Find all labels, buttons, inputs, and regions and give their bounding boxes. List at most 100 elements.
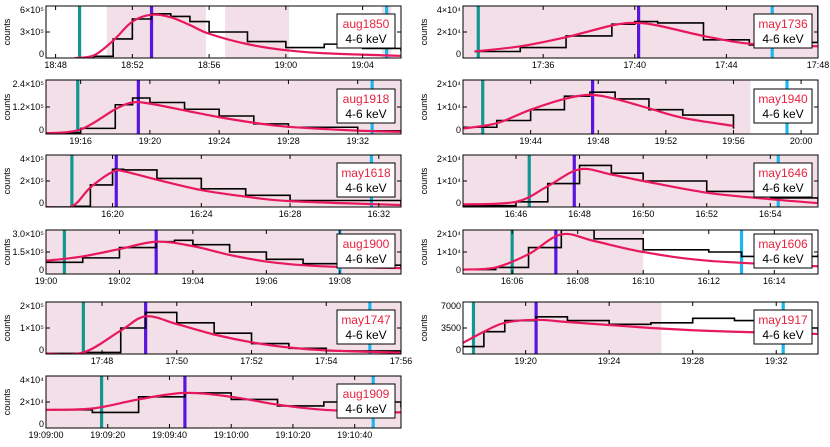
event-label-box (336, 13, 396, 49)
energy-band: 4-6 keV (762, 32, 803, 46)
x-tick-label: 17:52 (240, 356, 263, 366)
event-name: aug1918 (343, 92, 390, 106)
y-tick-label: 3.0×10⁵ (12, 229, 44, 239)
y-axis-label: counts (419, 238, 429, 265)
x-tick-label: 19:28 (277, 136, 300, 146)
panel-may1747: 17:48 17:50 17:52 17:54 17:56 0 1×10⁵ 2×10⁵ coun… (2, 301, 412, 366)
data-histogram (46, 168, 401, 207)
event-label-box (336, 383, 396, 419)
y-tick-label: 1×10⁴ (437, 176, 461, 186)
data-histogram (463, 230, 818, 271)
y-tick-label: 4×10⁵ (20, 154, 44, 164)
x-tick-label: 19:08 (329, 276, 352, 286)
fit-curve (46, 315, 401, 354)
energy-band: 4-6 keV (345, 32, 386, 46)
panel-may1606: 16:06 16:08 16:10 16:12 16:14 0 1×10⁴ 2×10⁴ coun… (419, 229, 819, 286)
y-tick-label: 6×10⁵ (20, 5, 44, 15)
event-name: aug1900 (343, 237, 390, 251)
energy-band: 4-6 keV (345, 402, 386, 416)
x-tick-label: 16:54 (759, 209, 782, 219)
event-name: may1646 (758, 166, 808, 180)
x-tick-label: 16:06 (501, 276, 524, 286)
y-tick-label: 1×10⁴ (437, 102, 461, 112)
fit-curve (474, 21, 818, 53)
x-tick-label: 19:24 (598, 356, 621, 366)
y-tick-label: 2×10⁴ (437, 27, 461, 37)
y-tick-label: 2×10⁴ (437, 154, 461, 164)
x-tick-label: 19:06 (255, 276, 278, 286)
y-tick-label: 0 (39, 125, 44, 135)
y-tick-label: 0 (456, 125, 461, 135)
x-tick-label: 16:32 (368, 209, 391, 219)
event-name: may1618 (341, 166, 391, 180)
panel-may1917: 19:20 19:24 19:28 19:32 0 3500 7000 counts may19… (419, 301, 819, 366)
y-axis-label: counts (419, 167, 429, 194)
fit-curve (74, 13, 401, 58)
x-tick-label: 19:56 (722, 136, 745, 146)
x-tick-label: 19:10:20 (275, 430, 310, 440)
x-tick-label: 19:28 (681, 356, 704, 366)
energy-band: 4-6 keV (762, 181, 803, 195)
x-tick-label: 19:32 (765, 356, 788, 366)
x-tick-label: 19:09:20 (90, 430, 125, 440)
data-histogram (46, 311, 401, 354)
y-tick-label: 0 (39, 419, 44, 429)
energy-band: 4-6 keV (345, 107, 386, 121)
x-tick-label: 16:52 (695, 209, 718, 219)
energy-band: 4-6 keV (345, 181, 386, 195)
x-tick-label: 19:09:00 (28, 430, 63, 440)
data-histogram (463, 91, 735, 129)
event-name: may1606 (758, 237, 808, 251)
y-axis-label: counts (419, 93, 429, 120)
x-tick-label: 19:04 (351, 60, 374, 70)
x-tick-label: 18:56 (198, 60, 221, 70)
y-tick-label: 0 (456, 198, 461, 208)
plot-area (463, 230, 818, 274)
y-tick-label: 0 (456, 265, 461, 275)
event-label-box (753, 309, 813, 345)
y-tick-label: 1×10⁵ (20, 323, 44, 333)
x-tick-label: 19:20 (139, 136, 162, 146)
x-tick-label: 19:20 (514, 356, 537, 366)
y-tick-label: 0 (39, 49, 44, 59)
fit-curve (463, 318, 818, 344)
energy-band: 4-6 keV (762, 107, 803, 121)
x-tick-label: 19:00 (35, 276, 58, 286)
energy-band: 4-6 keV (345, 328, 386, 342)
y-tick-label: 0 (39, 198, 44, 208)
y-axis-label: counts (2, 314, 12, 341)
y-tick-label: 2×10⁵ (20, 176, 44, 186)
event-name: may1917 (758, 313, 808, 327)
y-axis-label: counts (419, 18, 429, 45)
event-name: aug1850 (343, 17, 390, 31)
y-tick-label: 0 (456, 49, 461, 59)
x-tick-label: 17:40 (624, 60, 647, 70)
x-tick-label: 19:48 (587, 136, 610, 146)
shaded-interval (473, 302, 662, 354)
y-tick-label: 2.4×10⁵ (12, 79, 44, 89)
plot-area (463, 302, 818, 354)
y-axis-label: counts (2, 18, 12, 45)
panel-aug1909: 19:09:00 19:09:20 19:09:40 19:10:00 19:10:20… (2, 375, 402, 440)
x-tick-label: 16:24 (190, 209, 213, 219)
panel-may1736: 17:36 17:40 17:44 17:48 0 2×10⁴ 4×10⁴ counts may… (419, 5, 829, 70)
x-tick-label: 19:44 (519, 136, 542, 146)
x-tick-label: 19:10:40 (337, 430, 372, 440)
y-axis-label: counts (2, 238, 12, 265)
shaded-interval (463, 80, 751, 134)
x-tick-label: 19:32 (346, 136, 369, 146)
y-tick-label: 0 (39, 265, 44, 275)
data-histogram (46, 392, 401, 414)
y-tick-label: 1×10⁴ (437, 247, 461, 257)
x-tick-label: 19:16 (69, 136, 92, 146)
energy-band: 4-6 keV (762, 252, 803, 266)
y-tick-label: 2×10⁴ (20, 397, 44, 407)
y-tick-label: 2×10⁴ (437, 79, 461, 89)
y-tick-label: 0 (39, 345, 44, 355)
energy-band: 4-6 keV (345, 252, 386, 266)
x-tick-label: 17:48 (91, 356, 114, 366)
x-tick-label: 19:00 (275, 60, 298, 70)
y-tick-label: 4×10⁴ (437, 5, 461, 15)
